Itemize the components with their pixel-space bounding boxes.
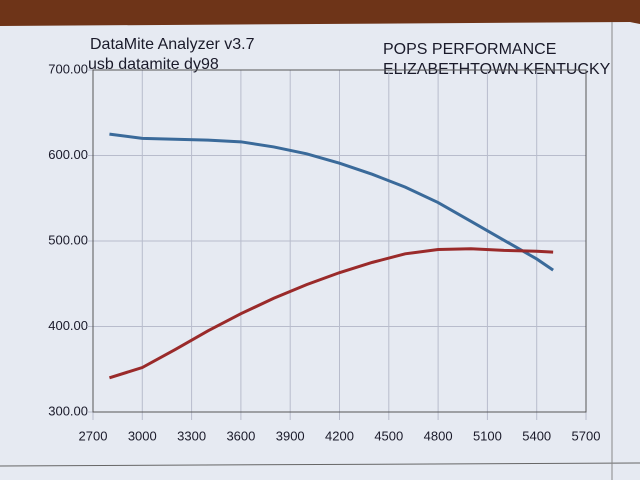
y-tick-label: 600.00 <box>48 147 88 162</box>
x-tick-label: 5100 <box>473 428 502 443</box>
x-tick-label: 3300 <box>177 428 206 443</box>
x-tick-label: 5400 <box>522 428 551 443</box>
y-tick-label: 700.00 <box>48 61 88 76</box>
series-line <box>109 132 554 272</box>
y-tick-label: 500.00 <box>48 232 88 247</box>
title-line: usb datamite dy98 <box>88 56 219 73</box>
title-line: DataMite Analyzer v3.7 <box>90 36 255 53</box>
paper <box>0 22 640 480</box>
x-tick-label: 3900 <box>276 428 305 443</box>
x-tick-label: 3000 <box>128 428 157 443</box>
x-tick-label: 2700 <box>79 428 108 443</box>
series-line <box>108 247 554 380</box>
plot-frame <box>92 69 587 413</box>
paper-line <box>0 462 640 467</box>
x-tick-label: 3600 <box>226 428 255 443</box>
y-tick-label: 400.00 <box>48 318 88 333</box>
x-tick-label: 5700 <box>572 428 601 443</box>
x-tick-label: 4800 <box>424 428 453 443</box>
header-line: POPS PERFORMANCE <box>383 41 556 58</box>
x-tick-label: 4200 <box>325 428 354 443</box>
x-tick-label: 4500 <box>374 428 403 443</box>
y-tick-label: 300.00 <box>48 403 88 418</box>
